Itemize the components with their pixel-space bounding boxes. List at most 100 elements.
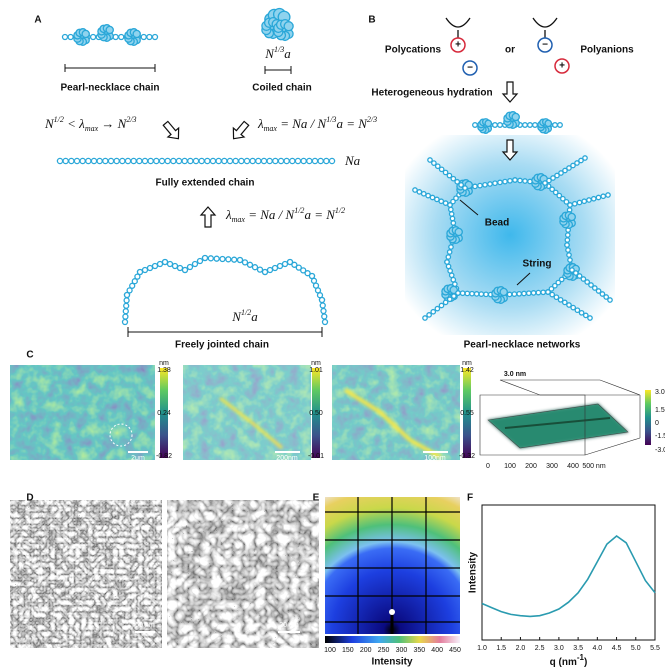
bead (554, 172, 560, 179)
tem-image (167, 500, 319, 648)
afm-images (10, 365, 471, 460)
x-tick: 0 (486, 463, 490, 470)
label: Fully extended chain (156, 178, 255, 189)
bead (79, 157, 86, 165)
bead (243, 157, 251, 165)
bead (454, 227, 463, 237)
x-tick: 500 nm (582, 463, 606, 470)
bead (231, 256, 238, 263)
colorbar-tick: 1.42 (460, 367, 474, 374)
arrows (162, 81, 519, 228)
bead (141, 266, 149, 274)
bead (507, 177, 513, 184)
x-tick-label: 3.0 (554, 645, 564, 652)
bead (129, 282, 136, 289)
bead (171, 262, 179, 270)
bead (170, 157, 177, 165)
bead (156, 260, 164, 268)
saxs-pattern (325, 497, 460, 634)
bead (146, 33, 153, 41)
bead (540, 289, 547, 296)
bead (438, 198, 445, 205)
bead (219, 255, 226, 263)
bead (422, 315, 428, 321)
plot-frame (481, 504, 656, 641)
bead (473, 291, 480, 297)
formula-part: ) (584, 657, 587, 668)
bead (483, 291, 489, 298)
bead (445, 254, 452, 260)
colorbar-tick: -0.82 (156, 453, 172, 460)
bead (561, 299, 568, 306)
bead (525, 290, 532, 297)
bead (564, 232, 571, 238)
intensity-curve (481, 534, 656, 618)
bead (175, 157, 183, 165)
y-axis-title: Intensity (468, 552, 479, 594)
bead (444, 259, 450, 265)
bead (328, 157, 336, 165)
bead (511, 291, 518, 297)
superscript: 1/2 (54, 115, 64, 124)
bead (151, 262, 159, 270)
bead (272, 157, 279, 165)
bead (123, 291, 131, 299)
formula: N1/2a (231, 308, 258, 324)
formula-part: a = N (336, 116, 368, 131)
formula: λmax = Na / N1/3a = N2/3 (257, 115, 377, 133)
bead (445, 263, 452, 270)
bead (260, 157, 268, 165)
bead (236, 256, 244, 264)
bead (566, 252, 572, 258)
bead (492, 180, 498, 187)
bead (317, 157, 324, 165)
label: Heterogeneous hydration (371, 88, 492, 99)
bead (586, 197, 592, 203)
bead (464, 290, 471, 297)
bead (562, 167, 568, 174)
bead (196, 257, 204, 265)
scale-bar-label: 2μm (131, 455, 145, 462)
bead (557, 296, 564, 303)
colorbar-tick: 150 (342, 647, 354, 654)
colorbar-tick: 300 (396, 647, 408, 654)
bead (122, 308, 129, 315)
bead (563, 199, 570, 205)
bead (522, 178, 528, 184)
colorbar-tick: 250 (378, 647, 390, 654)
bead (587, 315, 593, 321)
x-tick-label: 3.5 (573, 645, 583, 652)
label: Pearl-necklace chain (61, 83, 160, 94)
superscript: 1/2 (241, 308, 251, 317)
bead (181, 266, 189, 274)
bead (599, 291, 606, 297)
x-tick-label: 4.0 (592, 645, 602, 652)
bead (192, 157, 200, 165)
bead (434, 196, 440, 203)
bead (516, 290, 523, 297)
panel-label: A (34, 15, 41, 26)
bead (569, 267, 575, 273)
bead (251, 264, 259, 271)
bead (81, 29, 90, 39)
colorbar-tick: 400 (431, 647, 443, 654)
x-tick-label: 2.0 (516, 645, 526, 652)
bead (492, 122, 498, 128)
bead (478, 291, 485, 297)
panel-label: F (467, 493, 473, 504)
bead (574, 160, 580, 166)
bead (416, 189, 423, 195)
bead (595, 288, 602, 294)
subscript: max (264, 124, 278, 133)
label: Freely jointed chain (175, 340, 269, 351)
bead (123, 302, 130, 309)
formula-part: N (264, 46, 275, 61)
colorbar-tick: 100 (324, 647, 336, 654)
formula-part: λ (257, 116, 264, 131)
formula-part: Na (344, 153, 361, 168)
bead (207, 255, 214, 262)
formula-part: N (231, 309, 242, 324)
formula-part: < λ (64, 116, 85, 131)
bead (572, 270, 579, 276)
bead (553, 294, 560, 301)
